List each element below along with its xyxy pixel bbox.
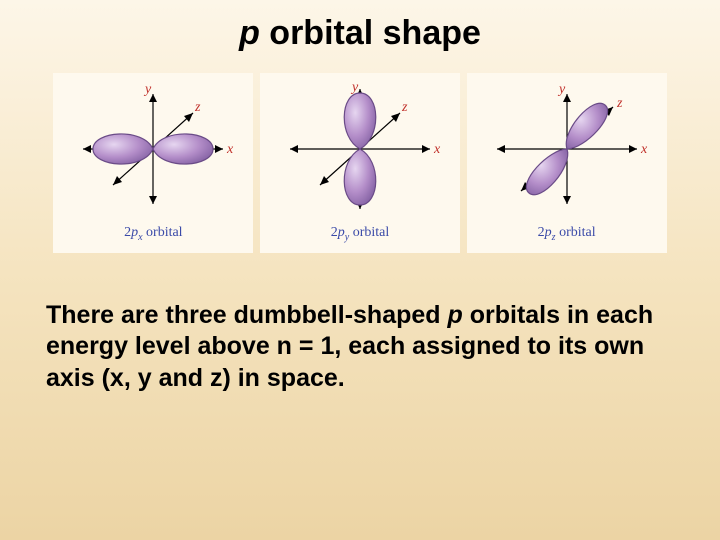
axis-label-x: x	[433, 142, 441, 157]
lobe-py-down	[344, 149, 376, 205]
body-text: There are three dumbbell-shaped p orbita…	[46, 300, 666, 394]
axis-label-y: y	[143, 82, 152, 97]
lobe-pz-front	[566, 103, 607, 149]
orbital-diagram-row: x y z 2px orbital	[40, 73, 680, 253]
lobe-pz-back	[526, 149, 567, 195]
lobe-px-right	[153, 134, 213, 164]
title-rest: orbital shape	[260, 14, 481, 52]
axis-label-z: z	[194, 100, 201, 115]
axis-label-x: x	[226, 142, 234, 157]
lobe-px-left	[93, 134, 153, 164]
caption-2py: 2py orbital	[331, 225, 390, 243]
panel-2pz: x y z 2pz orbital	[467, 73, 667, 253]
body-part1: There are three dumbbell-shaped	[46, 301, 448, 329]
axis-label-x: x	[640, 142, 648, 157]
diagram-2px: x y z	[63, 79, 243, 219]
diagram-2pz: x y z	[477, 79, 657, 219]
diagram-2py: x y z	[270, 79, 450, 219]
slide-title: p orbital shape	[0, 0, 720, 53]
axis-label-y: y	[557, 82, 566, 97]
title-italic: p	[239, 14, 260, 52]
panel-2py: x y z 2py orbital	[260, 73, 460, 253]
caption-2pz: 2pz orbital	[538, 225, 596, 243]
axis-label-z: z	[401, 100, 408, 115]
panel-2px: x y z 2px orbital	[53, 73, 253, 253]
axis-label-z: z	[616, 96, 623, 111]
caption-2px: 2px orbital	[124, 225, 183, 243]
lobe-py-up	[344, 93, 376, 149]
body-italic-p: p	[448, 301, 463, 329]
